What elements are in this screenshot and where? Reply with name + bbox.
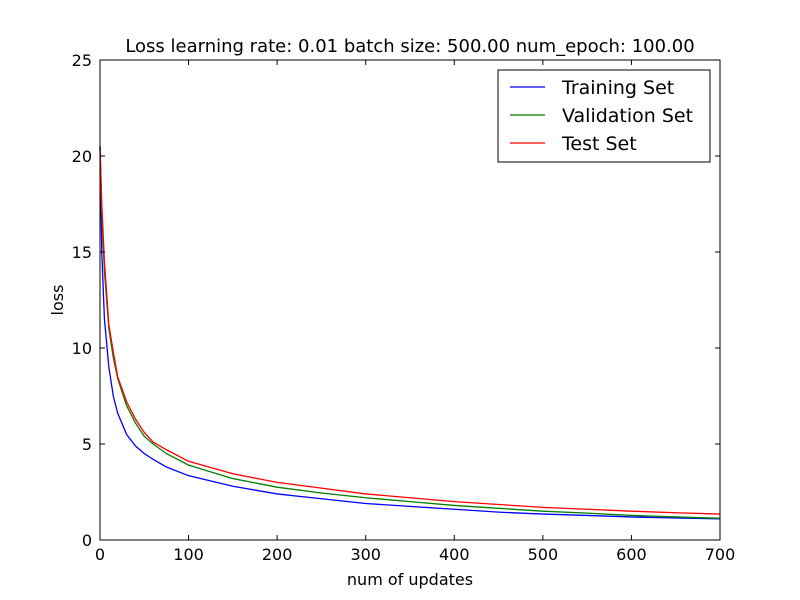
legend-box bbox=[497, 69, 711, 163]
chart-title: Loss learning rate: 0.01 batch size: 500… bbox=[125, 36, 694, 57]
legend: Training Set Validation Set Test Set bbox=[497, 69, 711, 163]
x-tick-label: 500 bbox=[528, 545, 559, 564]
x-tick-label: 300 bbox=[350, 545, 381, 564]
y-axis-ticks: 0 5 10 15 20 25 bbox=[72, 51, 720, 550]
y-tick-label: 10 bbox=[72, 339, 92, 358]
y-tick-label: 15 bbox=[72, 243, 92, 262]
series-line-test-set bbox=[99, 146, 721, 515]
legend-label: Validation Set bbox=[562, 105, 693, 127]
plot-area bbox=[99, 146, 721, 520]
x-tick-label: 400 bbox=[439, 545, 470, 564]
legend-label: Training Set bbox=[561, 77, 674, 99]
x-tick-label: 0 bbox=[95, 545, 105, 564]
series-line-training-set bbox=[99, 146, 721, 520]
x-axis-ticks: 0 100 200 300 400 500 600 700 bbox=[95, 60, 735, 564]
y-tick-label: 5 bbox=[82, 435, 92, 454]
legend-label: Test Set bbox=[561, 133, 637, 155]
x-tick-label: 200 bbox=[262, 545, 293, 564]
y-tick-label: 0 bbox=[82, 531, 92, 550]
x-tick-label: 700 bbox=[705, 545, 736, 564]
x-tick-label: 600 bbox=[616, 545, 647, 564]
x-axis-label: num of updates bbox=[347, 570, 473, 589]
y-axis-label: loss bbox=[48, 285, 67, 316]
plot-frame bbox=[99, 59, 721, 541]
series-line-validation-set bbox=[99, 146, 721, 519]
y-tick-label: 25 bbox=[72, 51, 92, 70]
y-tick-label: 20 bbox=[72, 147, 92, 166]
x-tick-label: 100 bbox=[173, 545, 204, 564]
